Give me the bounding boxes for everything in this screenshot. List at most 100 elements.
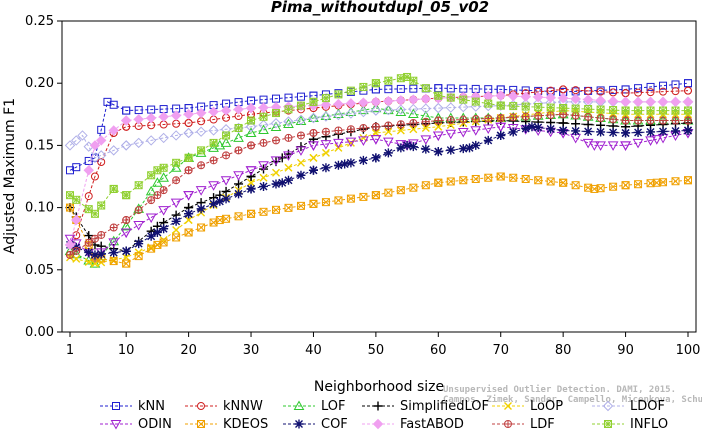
- series-marker: [446, 145, 456, 155]
- series-marker: [609, 106, 618, 115]
- series-marker: [184, 209, 194, 219]
- y-tick-label: 0.25: [25, 14, 54, 29]
- series-marker: [583, 126, 593, 136]
- series-marker: [120, 115, 132, 126]
- series-marker: [108, 238, 120, 248]
- data-point: [64, 140, 76, 151]
- series-marker: [272, 109, 280, 118]
- series-marker: [509, 113, 518, 122]
- series-marker: [471, 140, 481, 150]
- series-marker: [634, 88, 643, 97]
- series-marker: [84, 192, 93, 201]
- series-marker: [408, 103, 419, 115]
- legend-label: kNNW: [223, 399, 263, 414]
- series-marker: [634, 180, 643, 189]
- series-marker: [584, 112, 593, 121]
- series-marker: [97, 157, 106, 166]
- series-marker: [596, 127, 606, 137]
- series-marker: [559, 104, 568, 113]
- series-marker: [645, 136, 656, 146]
- series-marker: [184, 119, 193, 128]
- series-marker: [320, 110, 332, 121]
- data-point: [66, 191, 74, 200]
- series-marker: [134, 252, 143, 261]
- plot-area: [61, 20, 697, 333]
- data-point: [64, 234, 76, 245]
- series-marker: [183, 109, 194, 120]
- legend-marker: [602, 400, 614, 412]
- series-marker: [172, 158, 181, 167]
- series-marker: [409, 183, 418, 192]
- series-marker: [84, 238, 93, 247]
- series-marker: [671, 87, 680, 96]
- legend-marker: [373, 401, 383, 411]
- series-marker: [320, 111, 332, 122]
- series-marker: [84, 156, 93, 165]
- data-point: [527, 122, 537, 132]
- series-marker: [97, 230, 106, 239]
- data-point: [103, 97, 112, 106]
- x-tick-label: 70: [492, 343, 509, 358]
- series-marker: [671, 116, 680, 125]
- series-marker: [234, 179, 244, 189]
- series-marker: [259, 138, 268, 147]
- series-marker: [308, 112, 319, 124]
- series-marker: [109, 248, 119, 258]
- series-marker: [420, 93, 432, 105]
- series-marker: [184, 228, 193, 237]
- series-marker: [333, 109, 344, 121]
- series-marker: [634, 106, 643, 115]
- series-marker: [283, 151, 294, 161]
- series-marker: [421, 123, 430, 132]
- series-marker: [284, 203, 293, 212]
- data-point: [90, 250, 100, 260]
- series-marker: [245, 121, 257, 132]
- series-marker: [308, 165, 318, 175]
- series-marker: [609, 85, 618, 94]
- series-marker: [220, 176, 232, 186]
- series-marker: [284, 105, 293, 114]
- series-marker: [122, 259, 131, 268]
- legend-marker: [504, 420, 512, 428]
- series-marker: [407, 108, 419, 119]
- series-marker: [409, 125, 418, 134]
- series-marker: [195, 126, 207, 137]
- series-marker: [371, 191, 380, 200]
- series-marker: [172, 225, 181, 234]
- x-tick-label: 30: [243, 343, 260, 358]
- series-marker: [596, 184, 605, 193]
- series-marker: [159, 163, 168, 172]
- legend-marker: [372, 418, 384, 430]
- series-marker: [258, 124, 269, 134]
- series-marker: [684, 86, 692, 95]
- series-marker: [222, 131, 231, 140]
- legend-item-simplifiedlof: SimplifiedLOF: [362, 399, 489, 414]
- series-marker: [122, 191, 131, 200]
- series-marker: [434, 116, 443, 125]
- series-marker: [259, 207, 268, 216]
- series-marker: [684, 176, 692, 185]
- series-marker: [358, 97, 369, 108]
- series-marker: [434, 122, 443, 131]
- series-marker: [670, 96, 681, 108]
- series-marker: [346, 86, 355, 95]
- series-marker: [145, 112, 157, 124]
- series-marker: [609, 182, 618, 191]
- series-marker: [609, 115, 618, 124]
- legend-item-ldof: LDOF: [592, 399, 665, 414]
- axes-layer: 1 10 20 30 40 50 60 70 80 90 100 0.00 0.05 0.10 0.15 0.…: [25, 14, 700, 358]
- series-marker: [96, 135, 107, 146]
- series-marker: [220, 137, 232, 147]
- data-point: [90, 234, 99, 243]
- series-marker: [184, 216, 193, 225]
- x-tick-label: 90: [617, 343, 634, 358]
- legend-marker: [197, 420, 205, 428]
- series-marker: [133, 221, 145, 231]
- series-marker: [97, 125, 106, 134]
- series-marker: [496, 114, 505, 123]
- series-marker: [334, 90, 343, 99]
- series-marker: [270, 118, 282, 129]
- series-marker: [446, 177, 455, 186]
- series-marker: [371, 122, 380, 131]
- series-marker: [646, 106, 655, 115]
